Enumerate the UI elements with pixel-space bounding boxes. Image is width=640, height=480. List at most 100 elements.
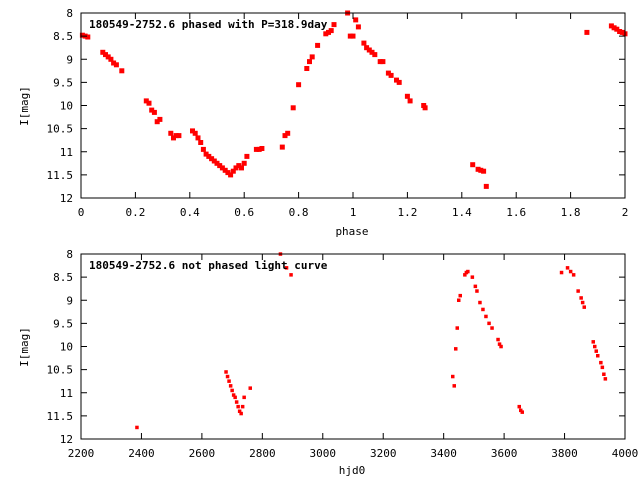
unphased-data-point <box>496 337 500 342</box>
unphased-x-tick-label: 3400 <box>430 447 457 460</box>
unphased-data-point <box>237 409 242 413</box>
phased-data-point <box>230 168 236 174</box>
unphased-data-point <box>227 379 231 383</box>
phased-x-tick-label: 0.8 <box>289 206 309 219</box>
phased-data-point <box>236 163 242 169</box>
phased-data-point <box>309 54 315 60</box>
phased-data-point <box>326 29 331 35</box>
unphased-data-point <box>559 270 564 275</box>
phased-data-point <box>241 160 247 166</box>
phased-data-point <box>372 52 378 58</box>
unphased-data-point <box>487 321 491 326</box>
phased-axis-ticks: 0 0.2 0.4 0.6 0.8 1 1.2 1.4 1.6 1.8 2 8 8.5 9 9.5 10 10.… <box>47 7 629 219</box>
phased-data-point <box>171 135 176 141</box>
phased-data-point <box>222 167 228 173</box>
phased-data-point <box>483 183 489 189</box>
unphased-y-tick-label: 8 <box>66 248 73 261</box>
phased-data-point <box>470 162 476 168</box>
unphased-x-tick-label: 2600 <box>189 447 216 460</box>
unphased-y-tick-label: 11.5 <box>47 410 74 423</box>
unphased-data-point <box>490 326 494 330</box>
phased-y-tick-label: 8.5 <box>53 30 73 43</box>
phased-data-point <box>111 60 117 66</box>
phased-data-point <box>394 77 399 83</box>
unphased-x-tick-label: 2200 <box>68 447 95 460</box>
phased-x-axis-label: phase <box>335 225 368 238</box>
unphased-x-tick-label: 2400 <box>128 447 155 460</box>
unphased-data-point <box>452 384 456 388</box>
phased-data-point <box>407 98 413 104</box>
phased-data-point <box>285 130 291 136</box>
phased-plot-frame <box>80 12 626 199</box>
phased-data-point <box>304 66 310 71</box>
unphased-data-point <box>517 404 521 409</box>
phased-data-point <box>475 166 481 172</box>
unphased-data-point <box>599 360 603 365</box>
unphased-data-point <box>242 395 246 400</box>
unphased-data-point <box>475 289 479 293</box>
unphased-data-point <box>591 340 595 344</box>
phased-data-point <box>481 168 487 174</box>
phased-data-point <box>617 29 623 34</box>
unphased-data-point <box>455 326 459 330</box>
unphased-data-point <box>463 273 467 277</box>
unphased-data-point <box>580 300 585 305</box>
unphased-data-point <box>473 284 478 289</box>
unphased-data-point <box>484 314 488 319</box>
phased-data-point <box>353 17 359 23</box>
phased-data-point <box>228 172 234 178</box>
unphased-data-point <box>225 374 230 379</box>
unphased-y-tick-label: 8.5 <box>53 271 73 284</box>
phased-x-tick-label: 1.8 <box>561 206 581 219</box>
unphased-data-point <box>457 298 461 302</box>
unphased-y-tick-label: 11 <box>60 387 73 400</box>
unphased-plot-title: 180549-2752.6 not phased light curve <box>89 259 328 272</box>
phased-data-point <box>323 31 329 37</box>
phased-data-point <box>203 151 209 157</box>
phased-x-tick-label: 0.4 <box>180 206 200 219</box>
phased-data-point <box>157 116 163 122</box>
unphased-data-point <box>600 365 605 370</box>
unphased-x-tick-label: 2800 <box>249 447 276 460</box>
phased-x-tick-label: 1.2 <box>397 206 417 219</box>
phased-data-point <box>154 119 160 125</box>
phased-data-point <box>328 28 334 34</box>
phased-data-point <box>619 29 625 35</box>
phased-data-point <box>253 146 259 152</box>
phased-data-point <box>366 47 372 53</box>
unphased-data-point <box>603 377 608 381</box>
phased-x-tick-label: 1.4 <box>452 206 472 219</box>
phased-data-point <box>85 34 91 40</box>
phased-data-point <box>361 40 367 46</box>
phased-data-point <box>146 100 152 106</box>
phased-data-point <box>79 32 85 38</box>
phased-plot-title: 180549-2752.6 phased with P=318.9day <box>89 18 328 31</box>
unphased-x-tick-label: 3200 <box>370 447 397 460</box>
phased-data-point <box>211 158 217 164</box>
phased-data-point <box>214 160 220 166</box>
unphased-y-tick-label: 10 <box>60 341 73 354</box>
phased-data-point <box>350 33 356 39</box>
unphased-data-point <box>519 408 523 413</box>
phased-data-point <box>385 70 391 76</box>
phased-y-tick-label: 11 <box>60 146 73 159</box>
phased-data-point <box>206 153 212 159</box>
phased-data-point <box>331 22 337 28</box>
unphased-data-point <box>234 400 239 404</box>
phased-data-point <box>219 165 225 171</box>
phased-data-point <box>151 109 157 115</box>
phased-data-point <box>355 24 361 30</box>
unphased-data-point <box>582 305 586 309</box>
unphased-data-point <box>451 374 455 379</box>
phased-data-point <box>192 130 198 136</box>
unphased-data-point <box>289 273 293 277</box>
phased-data-point <box>149 107 155 113</box>
phased-data-point <box>168 130 174 136</box>
phased-data-point <box>396 79 402 85</box>
phased-data-point <box>198 140 204 145</box>
unphased-plot: 2200 2400 2600 2800 3000 3200 3400 3600 3800 4000… <box>18 248 638 477</box>
phased-x-tick-label: 0 <box>78 206 85 219</box>
phased-data-point <box>611 25 617 31</box>
phased-data-point <box>244 153 250 159</box>
